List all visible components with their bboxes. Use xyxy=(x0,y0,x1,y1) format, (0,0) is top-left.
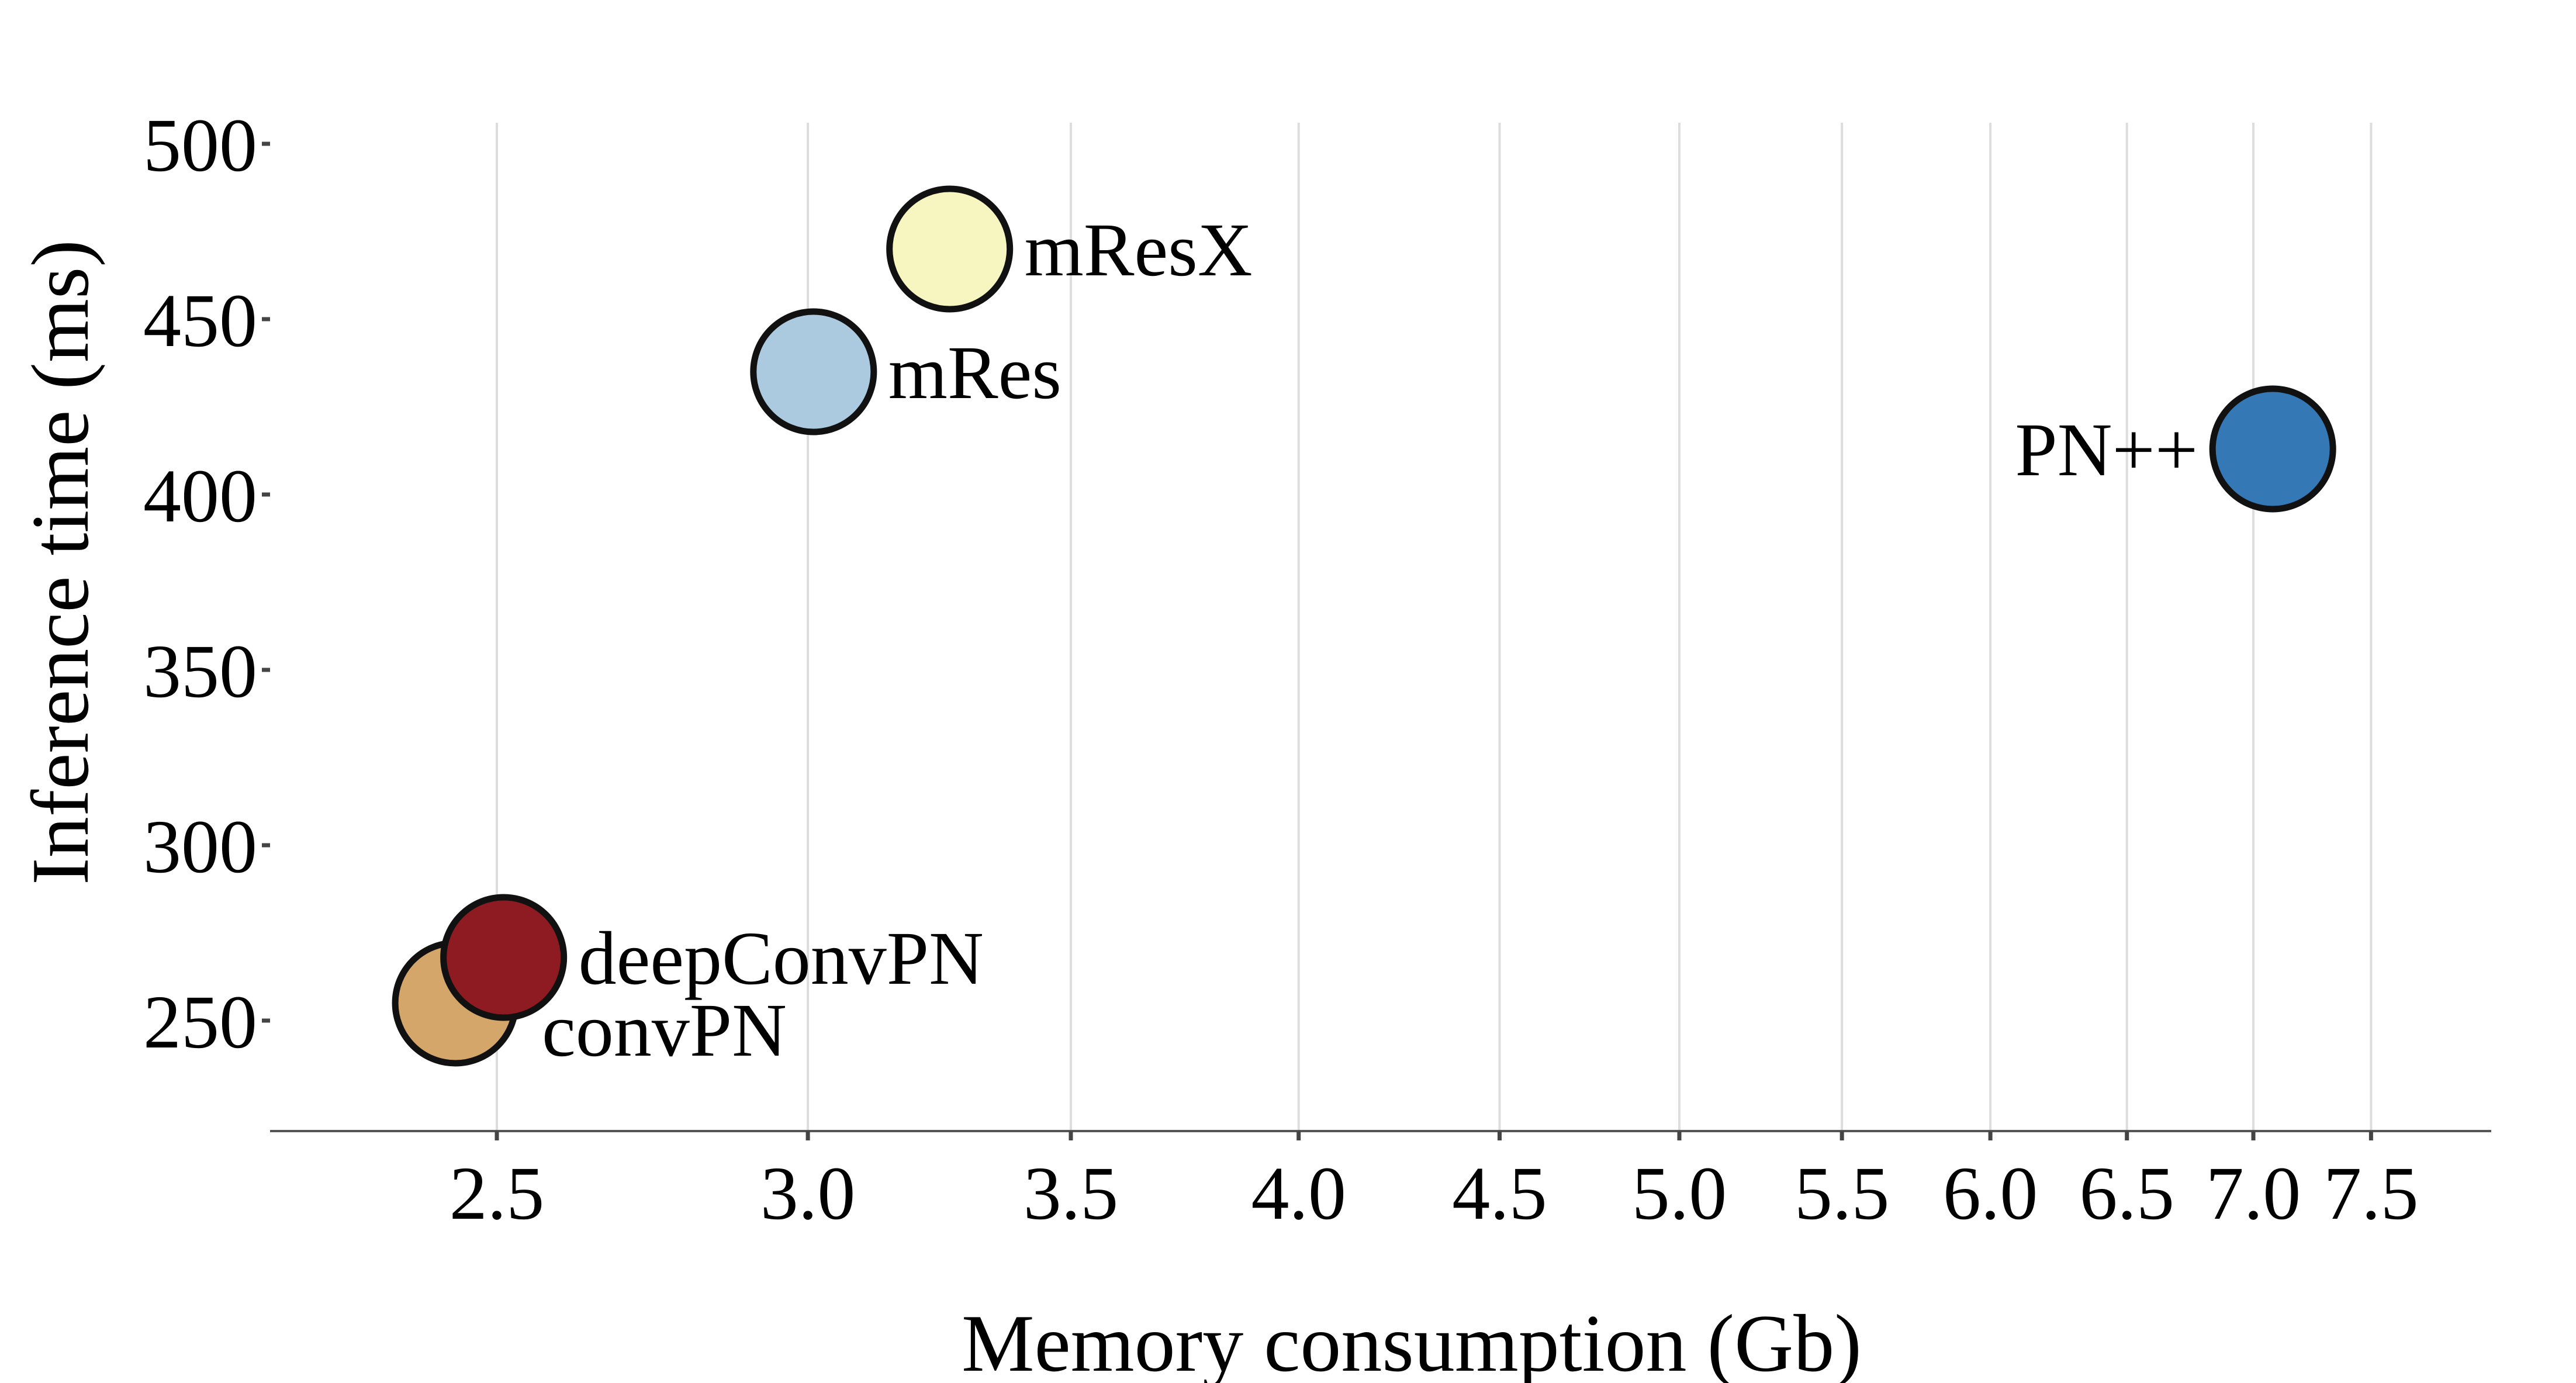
x-tick-label: 5.0 xyxy=(1632,1152,1727,1236)
x-tick-label: 2.5 xyxy=(449,1152,545,1236)
y-tick-label: 500 xyxy=(143,103,257,188)
point-label: PN++ xyxy=(2015,408,2198,492)
y-tick-label: 450 xyxy=(143,279,257,363)
x-tick-label: 3.0 xyxy=(760,1152,856,1236)
y-tick-label: 350 xyxy=(143,630,257,714)
x-tick-label: 5.5 xyxy=(1794,1152,1890,1236)
y-tick-label: 400 xyxy=(143,454,257,538)
data-point xyxy=(750,308,877,435)
x-axis-ticks: 2.5 3.0 3.5 4.0 4.5 5.0 5.5 6.0 6.5 7.0 7.5 xyxy=(449,1131,2419,1236)
point-label: deepConvPN xyxy=(579,917,984,1001)
x-tick-label: 7.0 xyxy=(2206,1152,2301,1236)
data-point xyxy=(440,894,568,1021)
data-point xyxy=(2209,385,2336,513)
x-tick-label: 4.0 xyxy=(1251,1152,1346,1236)
x-tick-label: 7.5 xyxy=(2323,1152,2419,1236)
x-tick-label: 3.5 xyxy=(1024,1152,1119,1236)
point-label: mResX xyxy=(1025,208,1253,292)
x-tick-label: 6.5 xyxy=(2079,1152,2174,1236)
grid-lines xyxy=(496,123,2373,1131)
y-axis-ticks: 250 300 350 400 450 500 xyxy=(143,103,270,1064)
x-axis-title: Memory consumption (Gb) xyxy=(962,1298,1862,1383)
y-tick-label: 250 xyxy=(143,980,257,1064)
point-label: convPN xyxy=(542,988,787,1073)
y-tick-label: 300 xyxy=(143,805,257,889)
data-point xyxy=(886,185,1014,313)
x-tick-label: 4.5 xyxy=(1452,1152,1547,1236)
data-points xyxy=(392,185,2336,1067)
point-label: mRes xyxy=(888,331,1061,415)
y-axis-title: Inference time (ms) xyxy=(15,240,106,885)
x-tick-label: 6.0 xyxy=(1943,1152,2038,1236)
